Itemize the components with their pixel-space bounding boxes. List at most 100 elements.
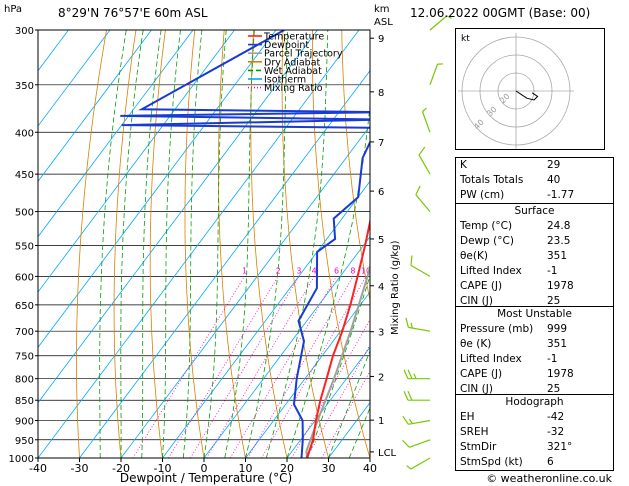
plot-frame (37, 29, 371, 459)
panel-row: Dewp (°C) 23.5 (456, 234, 613, 249)
isotherm-line (120, 125, 370, 458)
panel-row: K 29 (456, 158, 613, 173)
wind-barb-flag (402, 439, 410, 448)
hodograph-stats-panel: Hodograph EH -42 SREH -32 StmDir 321° StmSpd (… (455, 394, 614, 471)
mixing-ratio-line (321, 370, 370, 458)
temperature-tick-label: -30 (71, 462, 89, 475)
panel-row-value: -32 (547, 426, 565, 438)
wind-barb (403, 390, 430, 401)
panel-row-value: 23.5 (547, 235, 571, 247)
height-tick-label: 5 (378, 235, 384, 246)
wet-adiabat-line (286, 100, 370, 458)
isotherm-line (38, 30, 69, 72)
pressure-tick-label: 850 (15, 396, 34, 407)
panel-row: CAPE (J) 1978 (456, 367, 613, 382)
wind-barb-flag (410, 255, 413, 266)
wind-barb-shaft (409, 439, 431, 448)
panel-row-label: SREH (460, 426, 489, 438)
mixing-ratio-label: 20 (403, 266, 413, 275)
datetime-label: 12.06.2022 00GMT (Base: 00) (410, 6, 590, 20)
panel-row: Totals Totals 40 (456, 173, 613, 188)
wind-barb-flag (402, 415, 409, 425)
panel-row-label: CAPE (J) (460, 280, 503, 292)
dry-adiabat-line (218, 30, 246, 458)
wind-barb (402, 415, 431, 425)
isotherm-line (245, 291, 370, 458)
wind-barb-shaft (421, 111, 431, 133)
hodograph-trace (515, 90, 539, 101)
legend-label: Parcel Trajectory (264, 49, 343, 60)
legend-label: Mixing Ratio (264, 83, 323, 94)
isotherm-line (38, 30, 235, 293)
panel-row-value: 6 (547, 456, 554, 468)
wind-barb-flag (415, 185, 421, 196)
isotherm-line (79, 70, 370, 458)
panel-row-value: -1.77 (547, 189, 575, 201)
panel-row-label: Temp (°C) (460, 220, 513, 232)
height-tick-label: 7 (378, 138, 384, 149)
legend-label: Wet Adiabat (264, 66, 322, 77)
panel-row: SREH -32 (456, 425, 613, 440)
legend-label: Isotherm (264, 75, 306, 86)
mixing-ratio-label: 3 (296, 266, 301, 275)
wind-barb (415, 185, 431, 212)
wet-adiabat-line (162, 30, 181, 458)
mixing-ratio-axis-title: Mixing Ratio (g/kg) (390, 240, 401, 335)
panel-row: EH -42 (456, 410, 613, 425)
panel-row: CIN (J) 25 (456, 382, 613, 397)
panel-row-value: 25 (547, 295, 561, 307)
wet-adiabat-line (307, 274, 370, 458)
panel-row: PW (cm) -1.77 (456, 188, 613, 203)
hodograph-stats-title: Hodograph (505, 396, 564, 408)
wind-barb-shaft (410, 457, 431, 470)
panel-row-label: Dewp (°C) (460, 235, 514, 247)
height-tick-label: 6 (378, 187, 384, 198)
pressure-tick-label: 1000 (9, 454, 34, 465)
wind-barb (421, 107, 431, 133)
wind-barb-shaft (429, 15, 448, 31)
panel-row-label: CIN (J) (460, 383, 493, 395)
wind-barb (418, 146, 431, 175)
mixing-ratio-label: 10 (361, 266, 371, 275)
panel-row-value: 40 (547, 174, 561, 186)
mixing-ratio-label: 6 (334, 266, 339, 275)
surface-title: Surface (514, 205, 555, 217)
mixing-ratio-line (261, 276, 367, 458)
wind-barb (429, 63, 443, 86)
wind-barb-shaft (418, 154, 431, 175)
copyright-label: © weatheronline.co.uk (486, 472, 612, 485)
panel-row: θe (K) 351 (456, 337, 613, 352)
pressure-unit-label: hPa (4, 4, 22, 15)
pressure-tick-label: 950 (15, 436, 34, 447)
panel-row-label: Lifted Index (460, 265, 522, 277)
wet-adiabat-line (203, 30, 227, 458)
panel-row: Pressure (mb) 999 (456, 322, 613, 337)
height-tick-label: 3 (378, 328, 384, 339)
pressure-tick-label: 900 (15, 417, 34, 428)
wet-adiabat-line (99, 30, 127, 458)
pressure-tick-label: 800 (15, 375, 34, 386)
isotherm-line (38, 30, 194, 238)
wind-barb-flag (403, 390, 409, 401)
wind-barb-flag (403, 369, 409, 379)
panel-row: CIN (J) 25 (456, 294, 613, 309)
surface-panel: Surface Temp (°C) 24.8 Dewp (°C) 23.5 θe(K) 3… (455, 203, 614, 310)
wind-barb-flag (437, 63, 443, 65)
wind-barb-flag (405, 317, 409, 328)
legend-label: Dewpoint (264, 40, 309, 51)
dry-adiabat-line (311, 30, 370, 458)
mixing-ratio-line (190, 276, 300, 458)
wind-barb-flag (422, 107, 427, 113)
dry-adiabat-line (113, 30, 137, 458)
dry-adiabat-line (341, 30, 370, 303)
dry-adiabat-line (76, 30, 107, 458)
panel-row-label: Totals Totals (460, 174, 524, 186)
isotherm-line (38, 30, 360, 458)
panel-row: Lifted Index -1 (456, 264, 613, 279)
panel-row-value: 29 (547, 159, 561, 171)
pressure-tick-label: 300 (15, 26, 34, 37)
mixing-ratio-label: 4 (312, 266, 317, 275)
panel-row: Lifted Index -1 (456, 352, 613, 367)
isotherm-line (286, 346, 370, 458)
